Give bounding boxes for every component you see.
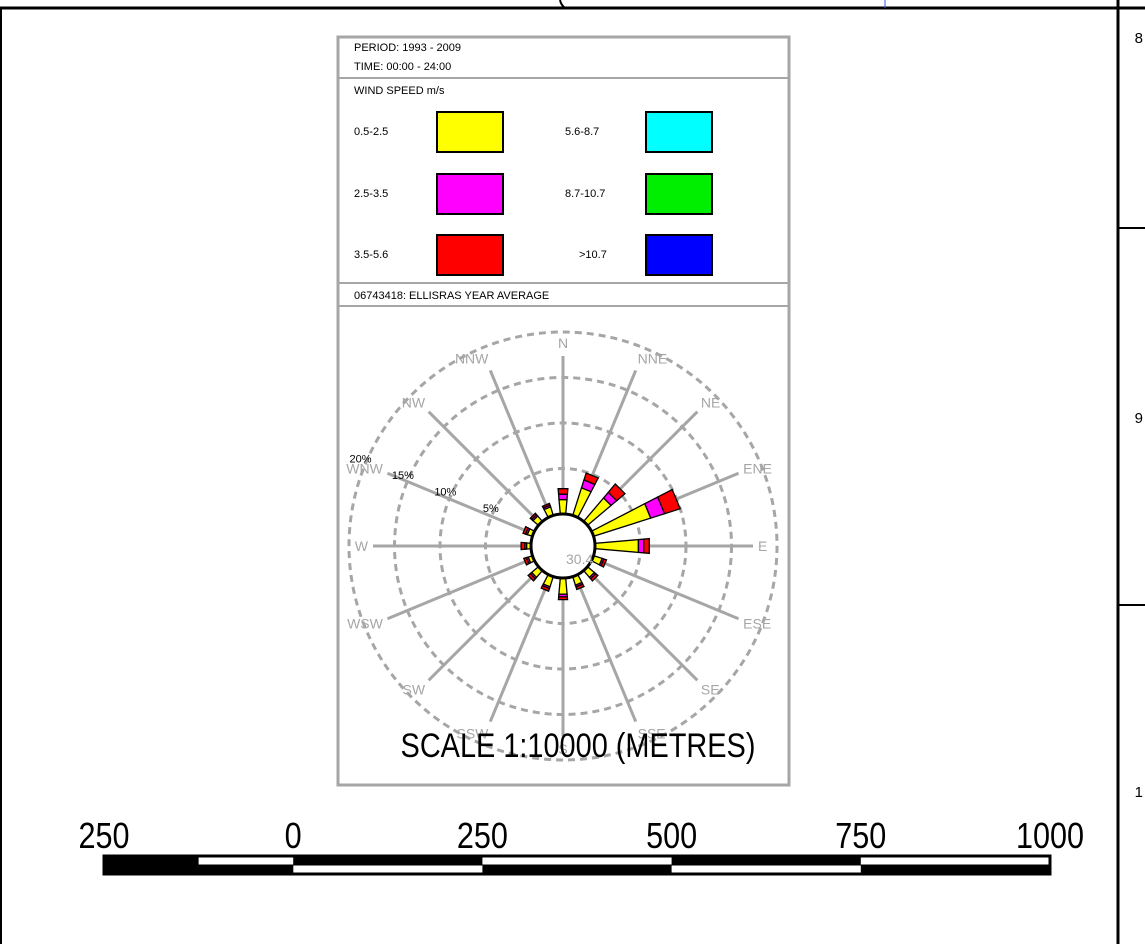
petal-ene-3.5-5.6 — [656, 488, 682, 515]
direction-label: SE — [701, 682, 720, 698]
ring-label: 15% — [392, 470, 414, 482]
direction-label: NNE — [638, 350, 668, 366]
legend-swatch — [436, 234, 504, 276]
petal-nne-3.5-5.6 — [583, 472, 600, 486]
grid-label: 8 — [1134, 30, 1143, 47]
ring-label: 20% — [350, 453, 372, 465]
legend-swatch — [645, 234, 713, 276]
calm-circle — [529, 512, 597, 580]
ring-label: 10% — [434, 486, 456, 498]
legend-label: 5.6-8.7 — [565, 126, 599, 138]
legend-label: 8.7-10.7 — [565, 188, 605, 200]
petal-e-3.5-5.6 — [643, 537, 650, 555]
petal-nw-3.5-5.6 — [529, 512, 538, 521]
direction-label: SW — [403, 682, 426, 698]
direction-label: E — [758, 538, 767, 554]
scale-number: 1000 — [1016, 817, 1084, 857]
calm-value: 30.4 — [566, 551, 593, 567]
direction-label: ENE — [743, 460, 772, 476]
scale-title: SCALE 1:10000 (METRES) — [401, 726, 756, 765]
scale-bar-segment — [293, 856, 483, 865]
station-title: 06743418: ELLISRAS YEAR AVERAGE — [354, 290, 549, 302]
legend-swatch — [645, 173, 713, 215]
wind-speed-title: WIND SPEED m/s — [354, 85, 445, 97]
scale-bar: SCALE 1:10000 (METRES) 250 0 250 500 750 1000 — [78, 726, 1084, 876]
legend-swatch — [436, 111, 504, 153]
legend-label: >10.7 — [579, 249, 607, 261]
map-fragment — [559, 0, 566, 9]
speed-bins: 0.5-2.5 2.5-3.5 3.5-5.6 5.6-8.7 8.7-10.7 >10.… — [354, 111, 713, 276]
petal-sw-3.5-5.6 — [527, 572, 537, 582]
scale-bar-segment — [482, 865, 672, 874]
petal-n-0.5-2.5 — [558, 498, 568, 515]
petal-wnw-3.5-5.6 — [522, 525, 529, 535]
petal-n-3.5-5.6 — [557, 488, 569, 495]
scale-bar-segment — [860, 865, 1050, 874]
legend-label: 3.5-5.6 — [354, 249, 388, 261]
petal-se-3.5-5.6 — [589, 572, 599, 582]
petal-ssw-3.5-5.6 — [540, 584, 551, 593]
wind-rose: N NNE NE ENE E ESE SE SSE S SSW SW WSW W WNW NW NNW 5% 10… — [346, 330, 779, 762]
legend-label: 2.5-3.5 — [354, 188, 388, 200]
petal-s-3.5-5.6 — [557, 596, 569, 601]
direction-label: SSE — [638, 726, 666, 742]
petal-nnw-3.5-5.6 — [541, 502, 551, 509]
petal-ese-3.5-5.6 — [600, 558, 608, 568]
direction-label: WSW — [347, 616, 384, 632]
direction-label: NNW — [455, 350, 489, 366]
scale-number: 500 — [646, 817, 697, 857]
legend-swatch — [436, 173, 504, 215]
scale-number: 750 — [835, 817, 886, 857]
petal-sse-3.5-5.6 — [575, 583, 585, 591]
petal-s-0.5-2.5 — [558, 577, 568, 595]
direction-label: W — [355, 538, 369, 554]
scale-number: 250 — [78, 817, 129, 857]
petal-wsw-3.5-5.6 — [522, 556, 530, 566]
time-text: TIME: 00:00 - 24:00 — [354, 61, 451, 73]
direction-label: ESE — [743, 616, 771, 632]
direction-label: NW — [402, 394, 426, 410]
ring-label: 5% — [483, 503, 499, 515]
direction-label: SSW — [456, 726, 489, 742]
petal-w-3.5-5.6 — [520, 541, 526, 551]
direction-label: WNW — [346, 460, 383, 476]
grid-label: 9 — [1134, 410, 1143, 427]
petal-ne-3.5-5.6 — [607, 483, 626, 502]
ring-20 — [347, 330, 779, 762]
scale-number: 250 — [457, 817, 508, 857]
scale-bar-segment — [198, 865, 294, 874]
direction-label: NE — [701, 394, 720, 410]
ring-15 — [393, 376, 733, 716]
scale-bar-segment — [104, 856, 199, 865]
petal-e-2.5-3.5 — [637, 538, 645, 554]
legend-label: 0.5-2.5 — [354, 126, 388, 138]
scale-number: 0 — [285, 817, 302, 857]
ring-10 — [438, 421, 688, 671]
scale-bar-segment — [671, 856, 861, 865]
petal-n-2.5-3.5 — [557, 493, 569, 501]
direction-label: S — [558, 741, 567, 757]
legend-swatch — [645, 111, 713, 153]
direction-label: N — [558, 335, 568, 351]
grid-label: 1 — [1134, 784, 1143, 801]
period-text: PERIOD: 1993 - 2009 — [354, 42, 461, 54]
